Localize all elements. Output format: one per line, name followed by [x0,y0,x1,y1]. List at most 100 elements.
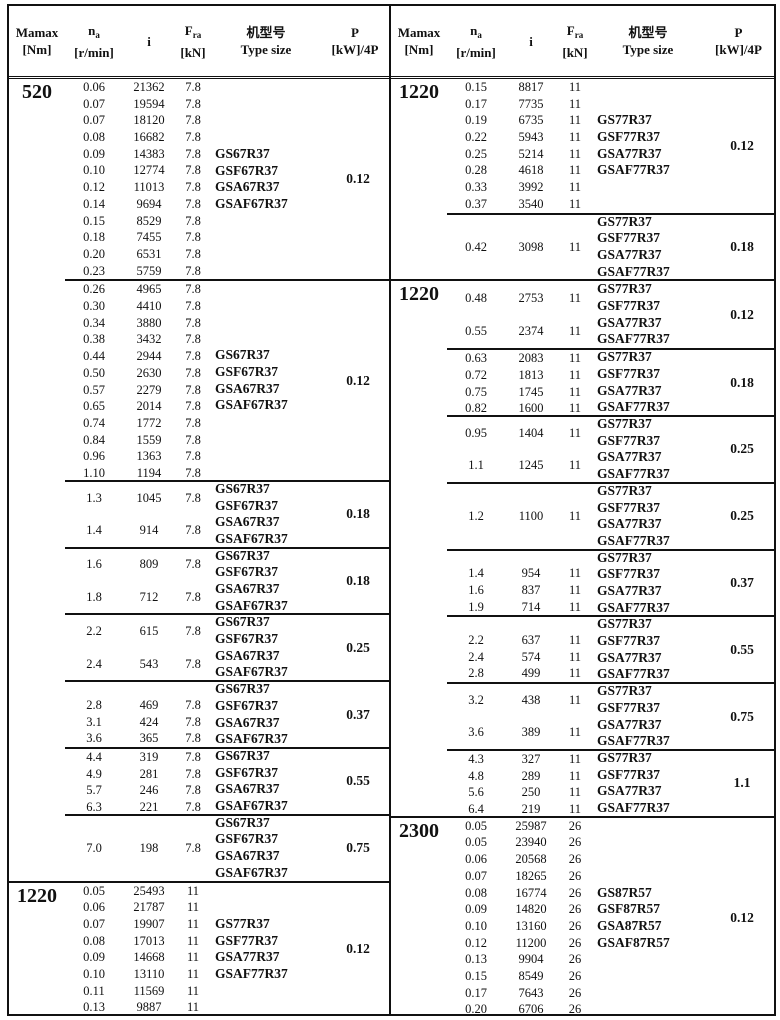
speed-na: 0.11 [83,983,105,998]
header-fra-subscript: ra [574,29,584,40]
type-size-list: GS77R37 GSF77R37 GSA77R37 GSAF77R37 [597,750,670,816]
speed-na: 4.8 [468,768,484,783]
type-size-list: GS67R37 GSF67R37 GSA67R37 GSAF67R37 [215,681,288,747]
speed-na: 0.74 [83,415,105,430]
radial-load-fra: 11 [568,566,582,581]
table-row: 5.6 250 11 [447,784,593,801]
ratio-rows: 1.4 954 11 1.6 837 11 1.9 714 11 [447,551,593,616]
table-row: 0.72 1813 11 [447,367,593,384]
type-size: GSAF67R37 [215,597,288,613]
speed-na: 3.1 [86,714,102,729]
motor-power: 0.25 [730,441,754,457]
type-size: GSA77R37 [597,382,662,398]
speed-na: 0.15 [465,968,487,983]
ratio-i: 16682 [133,130,165,145]
ratio-rows: 4.4 319 7.8 4.9 281 7.8 5.7 246 7.8 6.3 221 7.8 [65,749,211,814]
header-mamax: Mamax [Nm] [391,24,447,58]
type-size: GSF77R37 [597,499,661,515]
ratio-rows: 0.06 21362 7.8 0.07 19594 7.8 0.07 18120 7.8 0.08… [65,79,211,279]
table-row: 1.6 809 7.8 [65,556,211,573]
radial-load-fra: 11 [186,883,200,898]
radial-load-fra: 11 [568,80,582,94]
table-row: 0.08 16774 26 [447,885,593,902]
radial-load-fra: 11 [186,1000,200,1015]
ratio-i: 2083 [518,351,544,366]
table-row: 0.10 13110 11 [65,966,211,983]
ratio-i: 6706 [518,1002,544,1017]
ratio-i: 14668 [133,950,165,965]
motor-power: 0.25 [730,508,754,524]
ratio-i: 19594 [133,96,165,111]
table-row: 0.23 5759 7.8 [65,263,211,280]
type-size: GSA67R37 [215,179,280,195]
table-row: 4.9 281 7.8 [65,766,211,783]
type-size: GSA77R37 [597,449,662,465]
ratio-i: 5943 [518,130,544,145]
table-row: 0.44 2944 7.8 [65,348,211,365]
type-size: GS67R37 [215,347,270,363]
header-type-cn: 机型号 [246,25,286,40]
speed-na: 0.44 [83,349,105,364]
speed-na: 1.1 [468,458,484,473]
table-row: 0.65 2014 7.8 [65,398,211,415]
radial-load-fra: 11 [568,633,582,648]
table-row: 0.37 3540 11 [447,196,593,213]
speed-na: 0.37 [465,196,487,211]
type-size: GSF77R37 [597,129,661,145]
header-i: i [123,33,175,50]
type-size-list: GS77R37 GSF77R37 GSA77R37 GSAF77R37 [597,416,670,482]
table-row: 0.14 9694 7.8 [65,196,211,213]
speed-na: 0.22 [465,130,487,145]
type-size: GSAF67R37 [215,798,288,814]
ratio-i: 16774 [515,885,547,900]
table-body: 520 0.06 21362 7.8 0.07 19594 7.8 0.07 18120 7.8 0… [9,79,389,1016]
table-row: 0.74 1772 7.8 [65,415,211,432]
type-size: GSAF77R37 [597,532,670,548]
type-size: GS67R37 [215,614,270,630]
ratio-i: 1813 [518,367,544,382]
type-size: GSF67R37 [215,363,279,379]
header-na-letter: n [88,22,96,38]
speed-na: 0.07 [83,113,105,128]
header-power-unit: [kW]/4P [331,42,379,57]
table-row: 2.8 499 11 [447,665,593,682]
type-size: GSAF87R57 [597,934,670,950]
radial-load-fra: 11 [568,751,582,766]
header-fra-subscript: ra [192,29,202,40]
ratio-rows: 0.05 25987 26 0.05 23940 26 0.06 20568 26 0.07 182… [447,818,593,1018]
header-fra-unit: [kN] [562,44,588,60]
power-block: 4.3 327 11 4.8 289 11 5.6 250 11 6.4 219 11 GS77R37 G… [447,748,774,817]
speed-na: 0.13 [465,952,487,967]
radial-load-fra: 7.8 [185,180,201,195]
radial-load-fra: 11 [568,583,582,597]
type-size: GSF77R37 [597,432,661,448]
type-size-list: GS77R37 GSF77R37 GSA77R37 GSAF77R37 [597,214,670,280]
type-size: GSA67R37 [215,647,280,663]
radial-load-fra: 26 [568,902,582,917]
speed-na: 6.4 [468,802,484,817]
ratio-i: 574 [521,649,541,664]
type-size: GSAF67R37 [215,195,288,211]
header-type: 机型号 Type size [593,24,703,58]
table-row: 2.4 543 7.8 [65,656,211,673]
radial-load-fra: 7.8 [185,800,201,815]
header-na-symbol: na [470,22,482,44]
torque-group: 520 0.06 21362 7.8 0.07 19594 7.8 0.07 18120 7.8 0… [9,79,389,881]
table-row: 0.05 23940 26 [447,834,593,851]
ratio-i: 1100 [518,508,544,523]
header-fra-letter: F [184,22,193,38]
speed-na: 0.48 [465,290,487,305]
table-row: 0.55 2374 11 [447,323,593,340]
type-size-list: GS67R37 GSF67R37 GSA67R37 GSAF67R37 [215,481,288,547]
table-row: 0.48 2753 11 [447,290,593,307]
motor-power: 0.25 [346,639,370,655]
header-na-unit: [r/min] [74,44,114,60]
speed-na: 0.33 [465,180,487,195]
type-size: GSA67R37 [215,848,280,864]
type-size: GSF77R37 [597,230,661,246]
header-fra-symbol: Fra [567,22,583,44]
torque-group: 1220 0.15 8817 11 0.17 7735 11 0.19 6735 11 0.22 59… [391,79,774,279]
ratio-rows: 0.42 3098 11 [447,215,593,280]
speed-na: 4.3 [468,751,484,766]
table-row: 0.10 12774 7.8 [65,162,211,179]
